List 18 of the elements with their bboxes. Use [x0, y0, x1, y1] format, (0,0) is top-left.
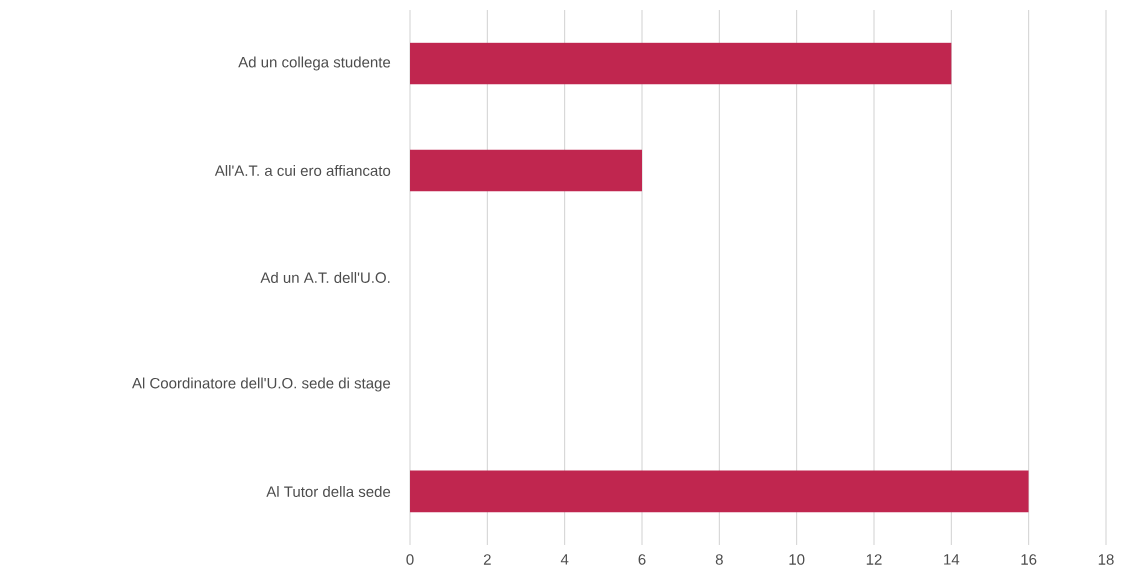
x-tick-label: 0 [406, 554, 414, 565]
x-tick-label: 2 [483, 554, 491, 565]
x-tick-label: 10 [789, 554, 805, 565]
x-tick-label: 18 [1098, 554, 1114, 565]
y-tick-label: Al Tutor della sede [266, 485, 391, 497]
x-tick-label: 8 [715, 554, 723, 565]
y-tick-label: Ad un collega studente [238, 56, 391, 71]
bar [410, 149, 642, 192]
y-tick-label: Al Coordinatore dell'U.O. sede di stage [132, 377, 391, 392]
y-tick-label: Ad un A.T. dell'U.O. [260, 271, 390, 283]
y-tick-label: All'A.T. a cui ero affiancato [214, 164, 391, 176]
x-tick-label: 6 [638, 554, 646, 565]
x-tick-label: 14 [944, 554, 960, 565]
x-tick-label: 16 [1021, 554, 1037, 565]
bar [410, 42, 952, 85]
x-tick-label: 12 [866, 554, 882, 565]
bar [410, 470, 1029, 513]
x-tick-label: 4 [560, 554, 569, 565]
